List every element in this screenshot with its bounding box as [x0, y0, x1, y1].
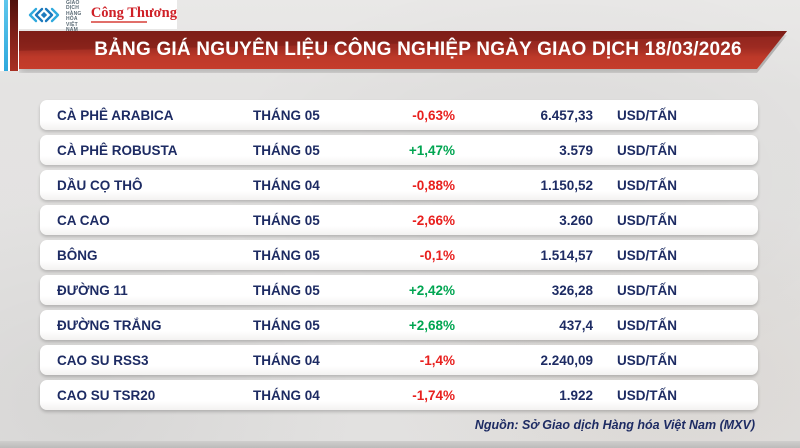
congthuong-wordmark: Công Thương [90, 5, 177, 21]
price-row: CÀ PHÊ ARABICA THÁNG 05 -0,63% 6.457,33 … [40, 100, 758, 130]
change-percent: -1,4% [419, 352, 455, 368]
contract-month: THÁNG 04 [253, 352, 320, 368]
contract-month: THÁNG 05 [253, 282, 320, 298]
price-value: 3.260 [559, 212, 593, 228]
change-percent: -1,74% [412, 387, 455, 403]
mxv-org-name: SỞ GIAO DỊCH HÀNG HÓA VIỆT NAM [66, 0, 83, 34]
commodity-name: CAO SU TSR20 [57, 387, 156, 403]
price-unit: USD/TẤN [617, 212, 677, 228]
header-logos: SỞ GIAO DỊCH HÀNG HÓA VIỆT NAM Công Thươ… [19, 0, 177, 33]
price-unit: USD/TẤN [617, 142, 677, 158]
contract-month: THÁNG 05 [253, 142, 320, 158]
price-unit: USD/TẤN [617, 282, 677, 298]
change-percent: -0,1% [419, 247, 455, 263]
price-unit: USD/TẤN [617, 247, 677, 263]
commodity-name: DẦU CỌ THÔ [57, 177, 143, 193]
price-row: BÔNG THÁNG 05 -0,1% 1.514,57 USD/TẤN [40, 240, 758, 270]
source-credit: Nguồn: Sở Giao dịch Hàng hóa Việt Nam (M… [474, 418, 755, 432]
price-value: 437,4 [559, 317, 593, 333]
commodity-name: CAO SU RSS3 [57, 352, 149, 368]
price-value: 2.240,09 [540, 352, 593, 368]
mxv-logo-icon [28, 7, 60, 22]
contract-month: THÁNG 05 [253, 317, 320, 333]
change-percent: +2,42% [408, 282, 455, 298]
mxv-org-line: SỞ GIAO DỊCH [66, 0, 80, 12]
commodity-name: CÀ PHÊ ARABICA [57, 107, 174, 123]
commodity-name: ĐƯỜNG TRẮNG [57, 317, 162, 333]
title-banner: BẢNG GIÁ NGUYÊN LIỆU CÔNG NGHIỆP NGÀY GI… [19, 31, 787, 69]
price-value: 1.514,57 [540, 247, 593, 263]
price-row: CA CAO THÁNG 05 -2,66% 3.260 USD/TẤN [40, 205, 758, 235]
price-value: 1.150,52 [540, 177, 593, 193]
price-row: ĐƯỜNG TRẮNG THÁNG 05 +2,68% 437,4 USD/TẤ… [40, 310, 758, 340]
contract-month: THÁNG 05 [253, 247, 320, 263]
change-percent: +2,68% [408, 317, 455, 333]
change-percent: +1,47% [408, 142, 455, 158]
price-row: DẦU CỌ THÔ THÁNG 04 -0,88% 1.150,52 USD/… [40, 170, 758, 200]
commodity-name: CA CAO [57, 212, 110, 228]
commodity-name: ĐƯỜNG 11 [57, 282, 128, 298]
price-unit: USD/TẤN [617, 107, 677, 123]
price-unit: USD/TẤN [617, 177, 677, 193]
price-value: 1.922 [559, 387, 593, 403]
congthuong-logo: Công Thương [90, 5, 177, 23]
left-cyan-stripe [4, 0, 8, 71]
contract-month: THÁNG 04 [253, 177, 320, 193]
mxv-org-line: VIỆT NAM [66, 21, 78, 34]
contract-month: THÁNG 05 [253, 212, 320, 228]
price-unit: USD/TẤN [617, 352, 677, 368]
change-percent: -0,88% [412, 177, 455, 193]
contract-month: THÁNG 04 [253, 387, 320, 403]
price-row: CÀ PHÊ ROBUSTA THÁNG 05 +1,47% 3.579 USD… [40, 135, 758, 165]
price-value: 3.579 [559, 142, 593, 158]
price-row: CAO SU TSR20 THÁNG 04 -1,74% 1.922 USD/T… [40, 380, 758, 410]
change-percent: -2,66% [412, 212, 455, 228]
contract-month: THÁNG 05 [253, 107, 320, 123]
price-table: CÀ PHÊ ARABICA THÁNG 05 -0,63% 6.457,33 … [40, 100, 758, 410]
commodity-name: CÀ PHÊ ROBUSTA [57, 142, 178, 158]
commodity-name: BÔNG [57, 247, 98, 263]
bottom-edge-band [0, 441, 800, 448]
change-percent: -0,63% [412, 107, 455, 123]
price-unit: USD/TẤN [617, 317, 677, 333]
congthuong-tagline-bar [90, 21, 147, 23]
page-title: BẢNG GIÁ NGUYÊN LIỆU CÔNG NGHIỆP NGÀY GI… [94, 39, 742, 60]
price-value: 6.457,33 [540, 107, 593, 123]
price-row: CAO SU RSS3 THÁNG 04 -1,4% 2.240,09 USD/… [40, 345, 758, 375]
price-row: ĐƯỜNG 11 THÁNG 05 +2,42% 326,28 USD/TẤN [40, 275, 758, 305]
price-value: 326,28 [551, 282, 593, 298]
mxv-org-line: HÀNG HÓA [66, 10, 82, 23]
price-unit: USD/TẤN [617, 387, 677, 403]
left-darkred-stripe [10, 0, 18, 71]
